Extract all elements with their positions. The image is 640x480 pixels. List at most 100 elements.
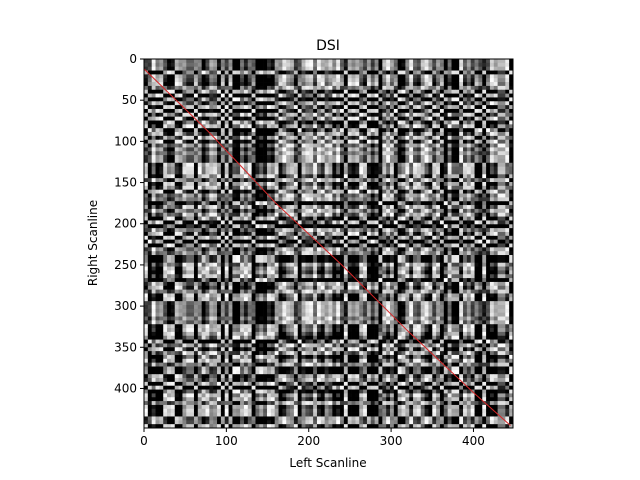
dsi-pixel <box>501 147 506 152</box>
dsi-pixel <box>259 155 264 160</box>
dsi-pixel <box>390 185 395 190</box>
dsi-pixel <box>432 147 437 152</box>
dsi-pixel <box>197 59 202 64</box>
dsi-pixel <box>332 235 337 240</box>
dsi-pixel <box>182 205 187 210</box>
dsi-pixel <box>197 255 202 260</box>
dsi-pixel <box>251 216 256 221</box>
dsi-pixel <box>374 197 379 202</box>
dsi-pixel <box>178 201 183 206</box>
dsi-pixel <box>343 201 349 206</box>
dsi-pixel <box>347 208 352 214</box>
dsi-pixel <box>286 251 291 256</box>
dsi-pixel <box>390 132 395 137</box>
dsi-pixel <box>274 139 279 144</box>
dsi-pixel <box>489 216 495 221</box>
dsi-pixel <box>174 147 179 152</box>
dsi-pixel <box>374 108 379 114</box>
dsi-pixel <box>270 201 275 206</box>
dsi-pixel <box>282 255 287 260</box>
dsi-pixel <box>509 112 514 117</box>
dsi-pixel <box>347 251 352 256</box>
dsi-pixel <box>309 166 314 171</box>
dsi-pixel <box>159 70 164 75</box>
dsi-pixel <box>217 158 222 164</box>
dsi-pixel <box>182 220 187 225</box>
dsi-pixel <box>236 85 241 91</box>
dsi-pixel <box>447 112 452 117</box>
dsi-pixel <box>197 132 202 137</box>
dsi-pixel <box>201 178 206 183</box>
dsi-pixel <box>297 108 302 114</box>
dsi-pixel <box>505 162 510 167</box>
dsi-pixel <box>351 132 356 137</box>
dsi-pixel <box>489 105 495 110</box>
dsi-pixel <box>324 143 329 148</box>
dsi-pixel <box>247 89 252 94</box>
dsi-pixel <box>386 201 391 206</box>
dsi-pixel <box>205 235 210 240</box>
dsi-pixel <box>459 116 464 121</box>
dsi-pixel <box>293 185 299 190</box>
dsi-pixel <box>293 143 299 148</box>
dsi-pixel <box>259 178 264 183</box>
dsi-pixel <box>213 112 218 117</box>
dsi-pixel <box>209 112 214 117</box>
dsi-pixel <box>351 97 356 102</box>
dsi-pixel <box>320 124 325 129</box>
dsi-pixel <box>493 112 498 117</box>
dsi-pixel <box>355 105 360 110</box>
dsi-pixel <box>144 239 149 244</box>
dsi-pixel <box>455 235 460 240</box>
dsi-pixel <box>224 247 229 252</box>
dsi-pixel <box>309 182 314 187</box>
dsi-pixel <box>236 247 241 252</box>
dsi-pixel <box>320 158 325 164</box>
dsi-pixel <box>224 205 229 210</box>
dsi-pixel <box>263 59 268 64</box>
dsi-pixel <box>259 97 264 102</box>
dsi-pixel <box>386 135 391 141</box>
dsi-pixel <box>217 193 222 198</box>
dsi-pixel <box>401 178 406 183</box>
dsi-pixel <box>286 135 291 141</box>
chart-title: DSI <box>316 38 340 54</box>
dsi-pixel <box>174 85 179 91</box>
dsi-pixel <box>251 97 256 102</box>
dsi-pixel <box>190 224 195 229</box>
dsi-pixel <box>470 224 475 229</box>
dsi-pixel <box>263 89 268 94</box>
dsi-pixel <box>447 170 452 175</box>
dsi-pixel <box>144 74 149 79</box>
dsi-pixel <box>147 220 152 225</box>
dsi-pixel <box>486 147 491 152</box>
dsi-pixel <box>405 205 410 210</box>
dsi-pixel <box>159 93 164 98</box>
dsi-pixel <box>224 174 229 179</box>
dsi-pixel <box>267 97 272 102</box>
dsi-pixel <box>232 220 237 225</box>
dsi-pixel <box>443 208 448 214</box>
dsi-pixel <box>401 124 406 129</box>
dsi-pixel <box>489 178 495 183</box>
dsi-pixel <box>274 247 279 252</box>
dsi-pixel <box>170 158 176 164</box>
dsi-pixel <box>501 212 506 217</box>
dsi-pixel <box>370 228 375 233</box>
dsi-pixel <box>301 208 306 214</box>
dsi-pixel <box>320 105 325 110</box>
dsi-pixel <box>363 139 368 144</box>
dsi-pixel <box>170 182 176 187</box>
dsi-pixel <box>316 201 322 206</box>
dsi-pixel <box>190 189 195 194</box>
dsi-pixel <box>297 224 302 229</box>
dsi-pixel <box>255 166 260 171</box>
dsi-pixel <box>243 85 249 91</box>
dsi-pixel <box>393 239 398 244</box>
dsi-pixel <box>240 62 245 67</box>
dsi-pixel <box>428 255 433 260</box>
dsi-pixel <box>478 162 483 167</box>
dsi-pixel <box>144 231 149 237</box>
dsi-pixel <box>466 239 472 244</box>
dsi-pixel <box>463 70 468 75</box>
